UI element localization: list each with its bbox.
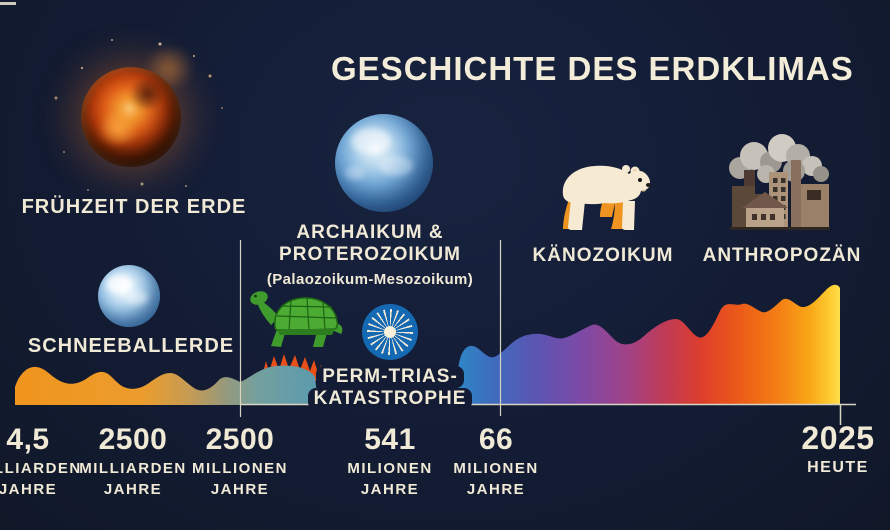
timeline-value: 2500 bbox=[205, 423, 275, 456]
era-label-kaenozoikum: KÄNOZOIKUM bbox=[532, 245, 674, 266]
era-label-archaikum: ARCHAIKUM & PROTEROZOIKUM (Palaozoikum-M… bbox=[250, 222, 490, 288]
perm-line2: KATASTROPHE bbox=[307, 388, 473, 410]
era-label-fruehzeit: FRÜHZEIT DER ERDE bbox=[21, 196, 247, 218]
era-label-anthropozaen: ANTHROPOZÄN bbox=[702, 245, 862, 266]
era-label-perm: PERM-TRIAS- KATASTROPHE bbox=[290, 366, 490, 410]
timeline-unit: JAHRE bbox=[466, 481, 526, 498]
archaikum-line1: ARCHAIKUM & bbox=[296, 222, 444, 243]
starburst-icon bbox=[362, 304, 418, 360]
timeline-value: 4,5 bbox=[6, 423, 50, 456]
timeline-marker-4-5-milliarden: 4,5 MILLIARDEN JAHRE bbox=[0, 424, 108, 500]
timeline-unit: MILLIARDEN bbox=[0, 460, 82, 477]
snowball-earth-icon bbox=[98, 265, 160, 327]
archaikum-line2: PROTEROZOIKUM bbox=[279, 244, 461, 265]
timeline-value: 2500 bbox=[98, 423, 168, 456]
timeline-unit: MILIONEN bbox=[453, 460, 539, 477]
timeline-unit: MILIONEN bbox=[347, 460, 433, 477]
timeline-unit: HEUTE bbox=[807, 459, 869, 476]
timeline-marker-2500-millionen: 2500 MILLIONEN JAHRE bbox=[170, 424, 310, 500]
blue-earth-icon bbox=[335, 114, 433, 212]
timeline-unit: JAHRE bbox=[360, 481, 420, 498]
timeline-marker-2500-milliarden: 2500 MILLIARDEN JAHRE bbox=[63, 424, 203, 500]
factory-icon bbox=[729, 134, 830, 230]
curve-segment-early bbox=[15, 365, 318, 405]
corner-artifact bbox=[0, 2, 16, 5]
timeline-marker-2025-heute: 2025 HEUTE bbox=[768, 422, 890, 478]
archaikum-subline: (Palaozoikum-Mesozoikum) bbox=[266, 271, 474, 288]
polar-bear-icon bbox=[562, 165, 652, 230]
timeline-value: 2025 bbox=[801, 420, 875, 456]
timeline-unit: MILLIONEN bbox=[192, 460, 288, 477]
molten-earth-icon bbox=[81, 67, 181, 167]
timeline-value: 541 bbox=[364, 423, 416, 456]
page-title: GESCHICHTE DES ERDKLIMAS bbox=[331, 50, 854, 87]
timeline-value: 66 bbox=[478, 423, 514, 456]
curve-segment-modern bbox=[457, 284, 840, 404]
era-label-schneeball: SCHNEEBALLERDE bbox=[27, 335, 235, 357]
timeline-marker-66-millionen: 66 MILIONEN JAHRE bbox=[426, 424, 566, 500]
perm-line1: PERM-TRIAS- bbox=[316, 366, 464, 388]
timeline-unit: JAHRE bbox=[210, 481, 270, 498]
timeline-unit: MILLIARDEN bbox=[79, 460, 187, 477]
spark-particles bbox=[81, 67, 83, 69]
timeline-unit: JAHRE bbox=[0, 481, 58, 498]
turtle-icon bbox=[250, 291, 343, 347]
timeline-marker-541-millionen: 541 MILIONEN JAHRE bbox=[320, 424, 460, 500]
timeline-unit: JAHRE bbox=[103, 481, 163, 498]
